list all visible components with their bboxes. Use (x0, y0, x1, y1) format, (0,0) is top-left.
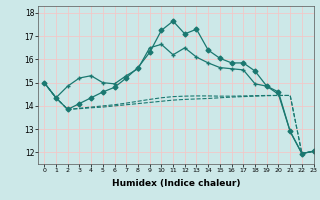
X-axis label: Humidex (Indice chaleur): Humidex (Indice chaleur) (112, 179, 240, 188)
